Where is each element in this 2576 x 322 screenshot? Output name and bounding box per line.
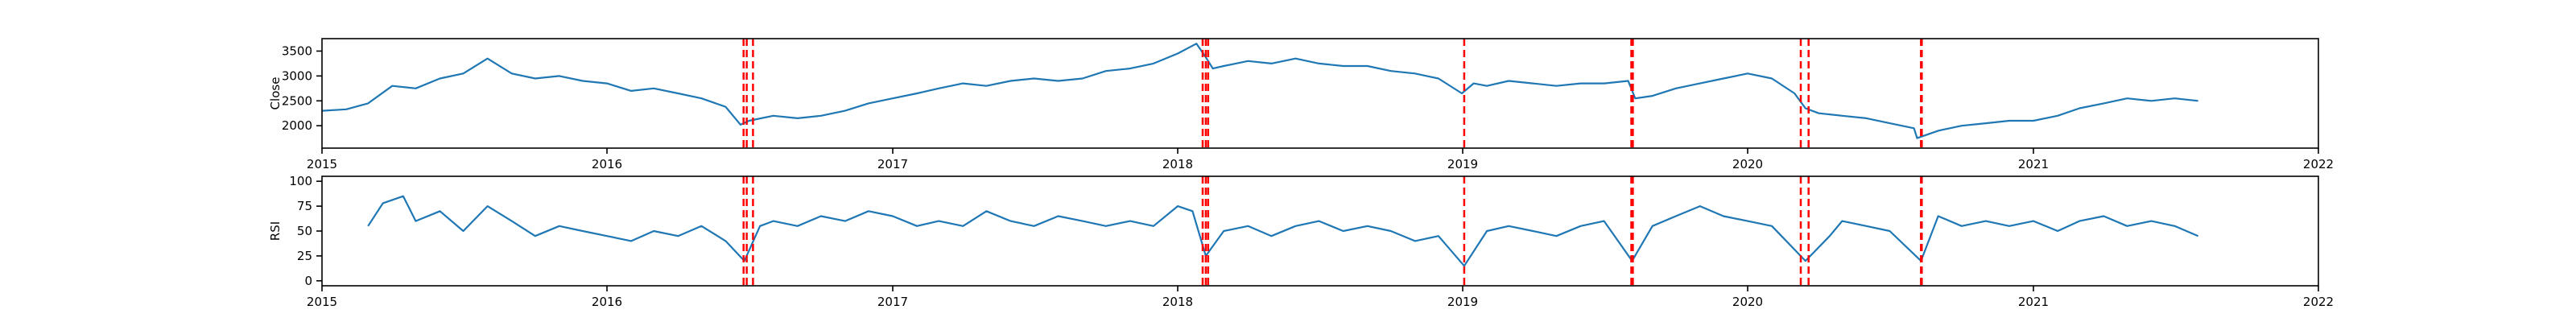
y-tick-label: 50 [297, 224, 312, 238]
x-tick-label: 2015 [307, 295, 337, 309]
y-tick-label: 100 [289, 174, 312, 188]
x-tick-label: 2017 [877, 157, 908, 171]
x-tick-label: 2021 [2018, 295, 2049, 309]
x-tick-label: 2019 [1447, 295, 1478, 309]
y-tick-label: 75 [297, 199, 312, 213]
x-tick-label: 2018 [1162, 157, 1193, 171]
series-line-0 [367, 195, 2199, 267]
x-tick-label: 2022 [2303, 157, 2334, 171]
x-tick-label: 2022 [2303, 295, 2334, 309]
x-tick-label: 2017 [877, 295, 908, 309]
y-axis-label: Close [268, 77, 283, 110]
x-tick-label: 2019 [1447, 157, 1478, 171]
x-tick-label: 2015 [307, 157, 337, 171]
x-tick-label: 2018 [1162, 295, 1193, 309]
y-tick-label: 2500 [282, 93, 312, 108]
y-tick-label: 2000 [282, 118, 312, 133]
y-axis-label: RSI [268, 221, 283, 241]
x-tick-label: 2020 [1732, 295, 1763, 309]
x-tick-label: 2016 [592, 157, 622, 171]
x-tick-label: 2016 [592, 295, 622, 309]
rsi-chart: 2015 2016 2017 2018 2019 2020 2021 2022 0 25 50 75 1… [268, 174, 2334, 309]
y-tick-label: 0 [304, 274, 312, 288]
y-tick-label: 3500 [282, 43, 312, 58]
x-tick-label: 2020 [1732, 157, 1763, 171]
series-line-0 [321, 43, 2198, 139]
y-tick-label: 25 [297, 249, 312, 263]
x-tick-label: 2021 [2018, 157, 2049, 171]
y-tick-label: 3000 [282, 68, 312, 83]
axes-frame [321, 38, 2319, 149]
axes-frame [321, 175, 2319, 287]
close-price-chart: 2015 2016 2017 2018 2019 2020 2021 2022 2000 2500… [268, 38, 2334, 171]
